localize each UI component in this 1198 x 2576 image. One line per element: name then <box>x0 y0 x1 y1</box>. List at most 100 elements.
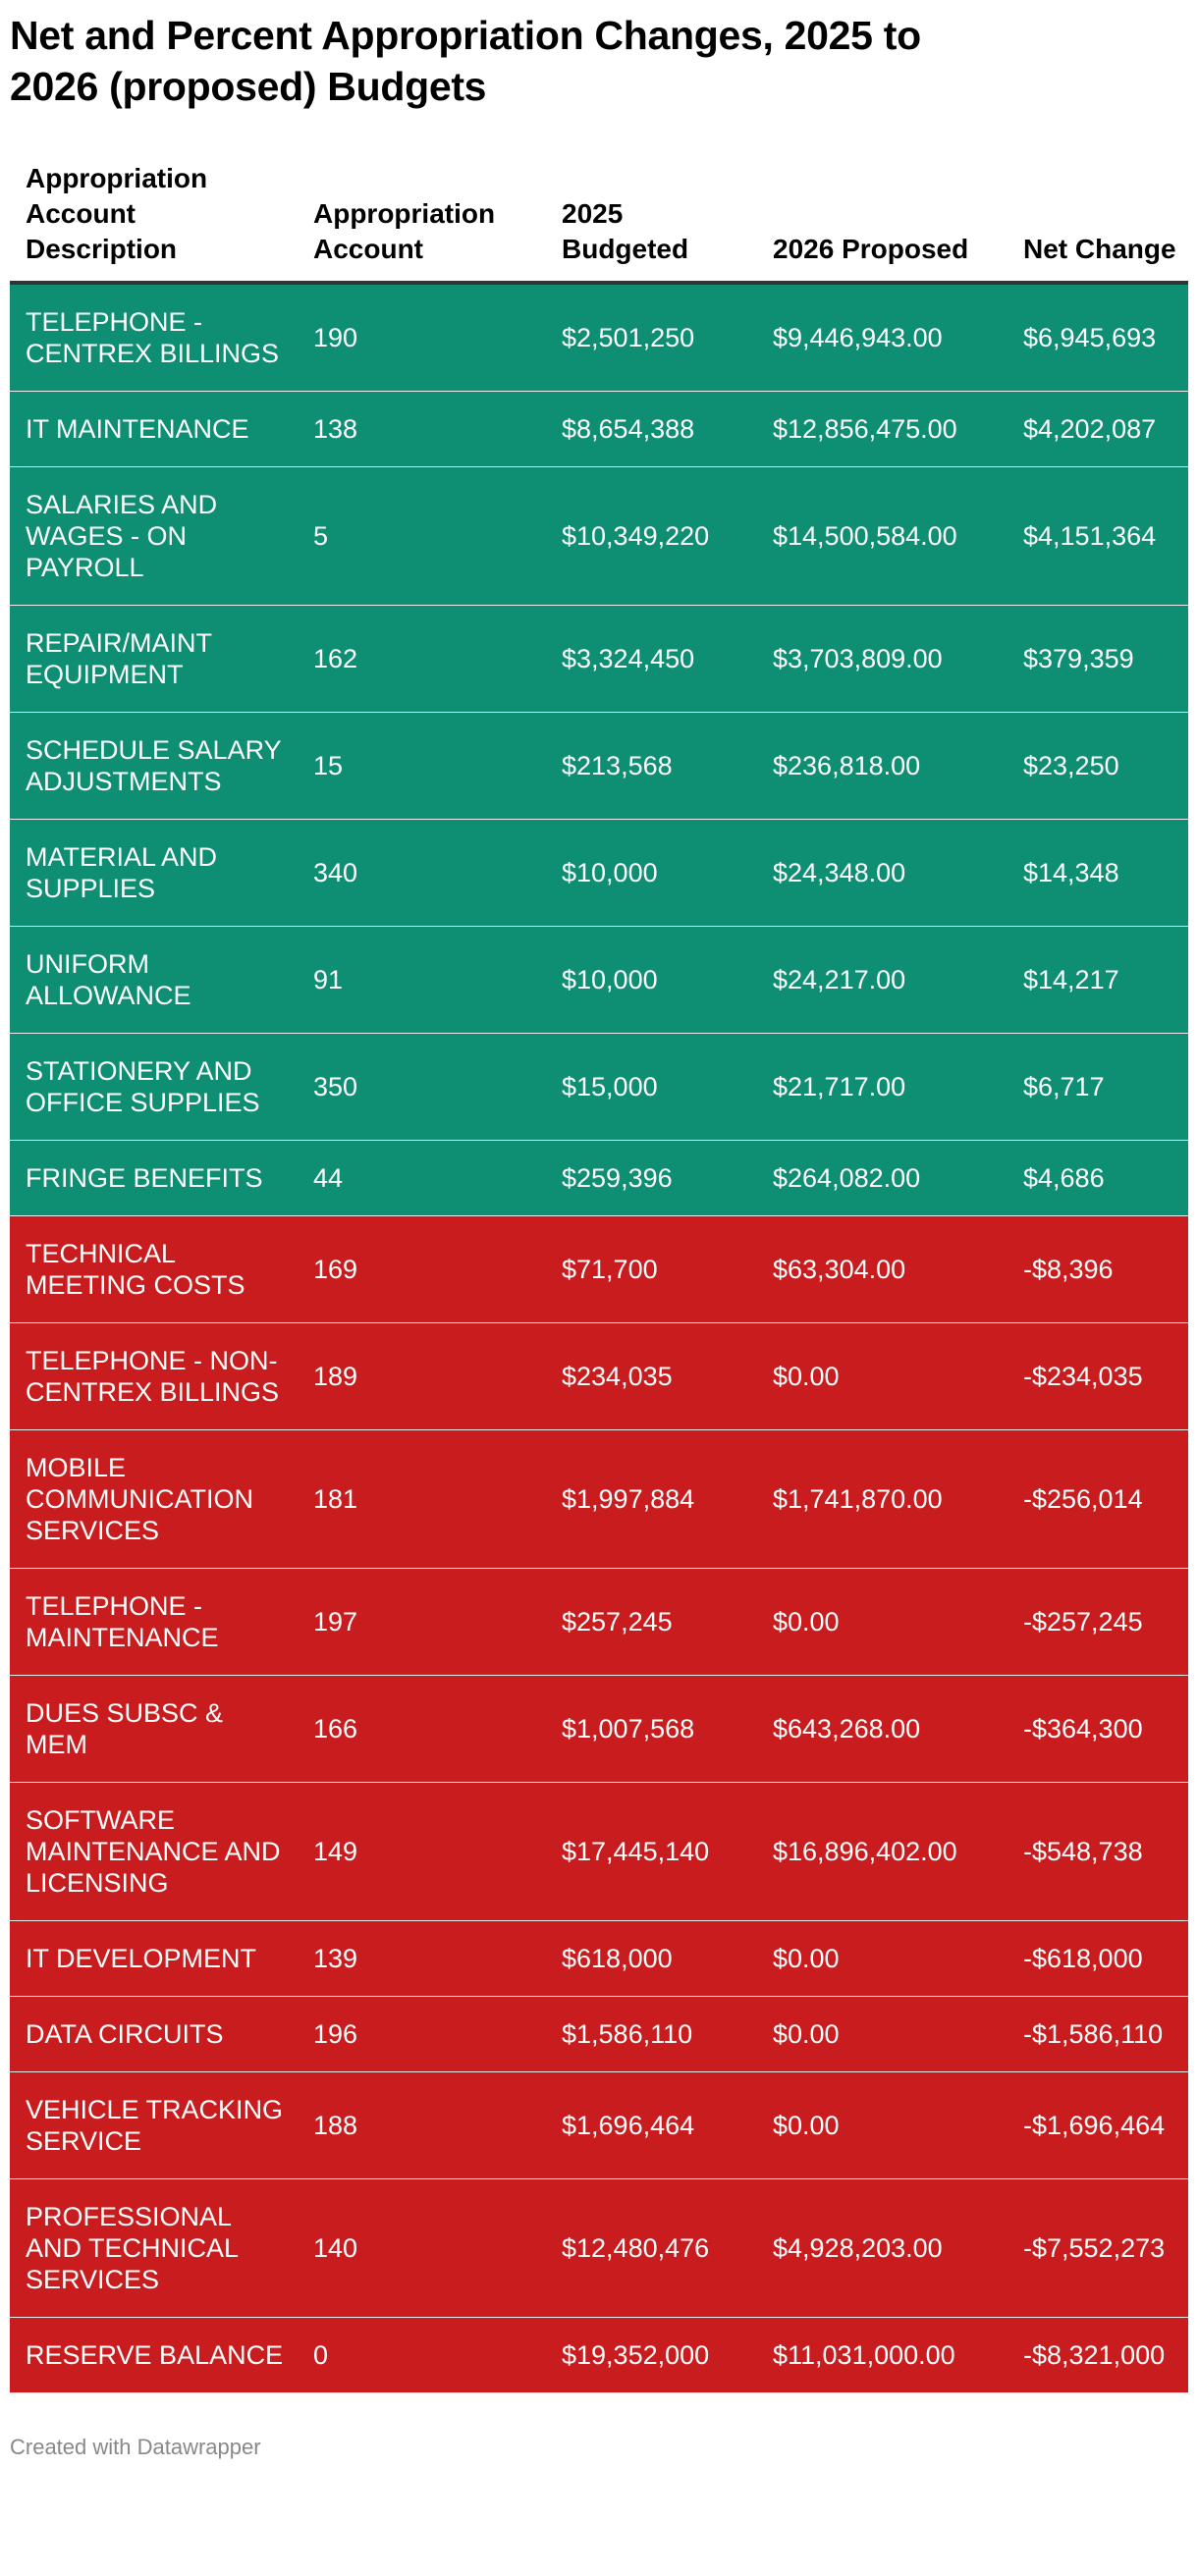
cell-net-change: $23,250 <box>1007 712 1188 820</box>
table-row: PROFESSIONAL AND TECHNICAL SERVICES 140 $1… <box>10 2178 1188 2318</box>
cell-account: 189 <box>298 1322 546 1430</box>
cell-2026-proposed: $9,446,943.00 <box>757 283 1007 392</box>
table-row: MOBILE COMMUNICATION SERVICES 181 $1,997,8… <box>10 1429 1188 1569</box>
cell-account: 181 <box>298 1429 546 1569</box>
cell-2025-budgeted: $1,007,568 <box>546 1675 757 1783</box>
table-row: REPAIR/MAINT EQUIPMENT 162 $3,324,450 $3,70… <box>10 605 1188 713</box>
cell-2026-proposed: $236,818.00 <box>757 712 1007 820</box>
cell-account: 139 <box>298 1920 546 1997</box>
table-row: DATA CIRCUITS 196 $1,586,110 $0.00 -$1,586,1… <box>10 1996 1188 2072</box>
cell-2025-budgeted: $1,586,110 <box>546 1996 757 2072</box>
cell-2025-budgeted: $19,352,000 <box>546 2317 757 2393</box>
cell-2026-proposed: $0.00 <box>757 2071 1007 2179</box>
table-row: TECHNICAL MEETING COSTS 169 $71,700 $63,304… <box>10 1215 1188 1323</box>
table-row: VEHICLE TRACKING SERVICE 188 $1,696,464 $0.… <box>10 2071 1188 2179</box>
cell-description: STATIONERY AND OFFICE SUPPLIES <box>10 1033 298 1141</box>
cell-account: 162 <box>298 605 546 713</box>
header-2026-proposed[interactable]: 2026 Proposed <box>757 161 1007 285</box>
cell-net-change: -$1,696,464 <box>1007 2071 1188 2179</box>
table-row: TELEPHONE - NON-CENTREX BILLINGS 189 $234,… <box>10 1322 1188 1430</box>
cell-net-change: -$548,738 <box>1007 1782 1188 1921</box>
table-row: IT MAINTENANCE 138 $8,654,388 $12,856,475.0… <box>10 391 1188 467</box>
cell-2025-budgeted: $1,696,464 <box>546 2071 757 2179</box>
cell-2025-budgeted: $1,997,884 <box>546 1429 757 1569</box>
cell-description: REPAIR/MAINT EQUIPMENT <box>10 605 298 713</box>
cell-account: 350 <box>298 1033 546 1141</box>
cell-net-change: $6,717 <box>1007 1033 1188 1141</box>
cell-2025-budgeted: $257,245 <box>546 1568 757 1676</box>
cell-account: 5 <box>298 466 546 606</box>
cell-2026-proposed: $643,268.00 <box>757 1675 1007 1783</box>
table-row: UNIFORM ALLOWANCE 91 $10,000 $24,217.00 $14,… <box>10 926 1188 1034</box>
cell-description: TECHNICAL MEETING COSTS <box>10 1215 298 1323</box>
cell-2026-proposed: $0.00 <box>757 1322 1007 1430</box>
cell-description: IT MAINTENANCE <box>10 391 298 467</box>
table-header: Appropriation Account Description Approp… <box>10 161 1188 285</box>
cell-net-change: -$364,300 <box>1007 1675 1188 1783</box>
header-2025-budgeted[interactable]: 2025 Budgeted <box>546 161 757 285</box>
chart-title: Net and Percent Appropriation Changes, 2… <box>10 13 921 109</box>
header-net-change[interactable]: Net Change <box>1007 161 1188 285</box>
cell-description: SCHEDULE SALARY ADJUSTMENTS <box>10 712 298 820</box>
cell-description: SALARIES AND WAGES - ON PAYROLL <box>10 466 298 606</box>
cell-2025-budgeted: $2,501,250 <box>546 283 757 392</box>
header-account[interactable]: Appropriation Account <box>298 161 546 285</box>
cell-2025-budgeted: $17,445,140 <box>546 1782 757 1921</box>
header-row: Appropriation Account Description Approp… <box>10 161 1188 285</box>
cell-net-change: $4,686 <box>1007 1140 1188 1216</box>
cell-account: 15 <box>298 712 546 820</box>
cell-description: DUES SUBSC & MEM <box>10 1675 298 1783</box>
cell-net-change: -$257,245 <box>1007 1568 1188 1676</box>
cell-account: 44 <box>298 1140 546 1216</box>
cell-2026-proposed: $24,348.00 <box>757 819 1007 927</box>
cell-net-change: $6,945,693 <box>1007 283 1188 392</box>
cell-2025-budgeted: $259,396 <box>546 1140 757 1216</box>
cell-net-change: -$8,321,000 <box>1007 2317 1188 2393</box>
cell-account: 197 <box>298 1568 546 1676</box>
cell-description: SOFTWARE MAINTENANCE AND LICENSING <box>10 1782 298 1921</box>
cell-description: TELEPHONE - NON-CENTREX BILLINGS <box>10 1322 298 1430</box>
cell-description: RESERVE BALANCE <box>10 2317 298 2393</box>
cell-net-change: -$234,035 <box>1007 1322 1188 1430</box>
cell-2025-budgeted: $234,035 <box>546 1322 757 1430</box>
cell-net-change: -$256,014 <box>1007 1429 1188 1569</box>
cell-net-change: -$7,552,273 <box>1007 2178 1188 2318</box>
cell-2026-proposed: $1,741,870.00 <box>757 1429 1007 1569</box>
cell-description: TELEPHONE - CENTREX BILLINGS <box>10 283 298 392</box>
table-row: TELEPHONE - CENTREX BILLINGS 190 $2,501,25… <box>10 283 1188 392</box>
table-row: STATIONERY AND OFFICE SUPPLIES 350 $15,000… <box>10 1033 1188 1141</box>
cell-2025-budgeted: $10,000 <box>546 926 757 1034</box>
header-description[interactable]: Appropriation Account Description <box>10 161 298 285</box>
cell-description: MATERIAL AND SUPPLIES <box>10 819 298 927</box>
cell-description: MOBILE COMMUNICATION SERVICES <box>10 1429 298 1569</box>
cell-2025-budgeted: $71,700 <box>546 1215 757 1323</box>
cell-2025-budgeted: $15,000 <box>546 1033 757 1141</box>
cell-2026-proposed: $264,082.00 <box>757 1140 1007 1216</box>
cell-2025-budgeted: $3,324,450 <box>546 605 757 713</box>
footer-credit: Created with Datawrapper <box>10 2435 261 2459</box>
cell-2026-proposed: $11,031,000.00 <box>757 2317 1007 2393</box>
cell-2026-proposed: $3,703,809.00 <box>757 605 1007 713</box>
cell-description: DATA CIRCUITS <box>10 1996 298 2072</box>
cell-account: 196 <box>298 1996 546 2072</box>
cell-net-change: $14,217 <box>1007 926 1188 1034</box>
cell-2025-budgeted: $213,568 <box>546 712 757 820</box>
cell-net-change: -$618,000 <box>1007 1920 1188 1997</box>
cell-2025-budgeted: $8,654,388 <box>546 391 757 467</box>
cell-net-change: -$1,586,110 <box>1007 1996 1188 2072</box>
cell-net-change: $379,359 <box>1007 605 1188 713</box>
table-row: FRINGE BENEFITS 44 $259,396 $264,082.00 $4,6… <box>10 1140 1188 1216</box>
chart-container: Net and Percent Appropriation Changes, 2… <box>0 8 1198 2460</box>
table-row: IT DEVELOPMENT 139 $618,000 $0.00 -$618,000 <box>10 1920 1188 1997</box>
cell-account: 166 <box>298 1675 546 1783</box>
cell-2025-budgeted: $618,000 <box>546 1920 757 1997</box>
cell-2026-proposed: $21,717.00 <box>757 1033 1007 1141</box>
cell-description: UNIFORM ALLOWANCE <box>10 926 298 1034</box>
table-row: SALARIES AND WAGES - ON PAYROLL 5 $10,349,… <box>10 466 1188 606</box>
cell-account: 91 <box>298 926 546 1034</box>
cell-net-change: -$8,396 <box>1007 1215 1188 1323</box>
cell-2026-proposed: $0.00 <box>757 1568 1007 1676</box>
table-row: DUES SUBSC & MEM 166 $1,007,568 $643,268.00… <box>10 1675 1188 1783</box>
cell-account: 169 <box>298 1215 546 1323</box>
cell-2025-budgeted: $10,349,220 <box>546 466 757 606</box>
